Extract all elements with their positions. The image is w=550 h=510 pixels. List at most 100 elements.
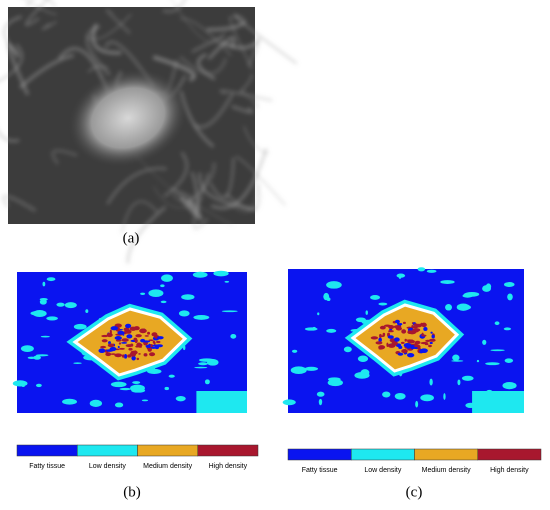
fatty-spot <box>117 330 125 335</box>
low-density-region <box>328 377 341 382</box>
low-density-region <box>42 281 46 287</box>
high-density-spot <box>370 336 379 340</box>
low-density-region <box>30 311 42 316</box>
low-density-region <box>192 271 208 278</box>
legend-swatch <box>137 444 198 457</box>
high-density-spot <box>412 328 420 333</box>
fatty-spot <box>126 334 133 339</box>
high-density-spot <box>101 334 109 338</box>
low-density-region <box>56 302 65 307</box>
lesion-contour <box>350 303 460 373</box>
tissue-fiber <box>51 148 78 165</box>
high-density-spot <box>428 344 432 348</box>
low-density-region <box>39 299 47 305</box>
lesion-region <box>353 305 457 371</box>
high-density-spot <box>144 335 149 337</box>
tissue-fiber <box>247 41 261 67</box>
low-density-region <box>317 312 320 316</box>
low-density-region <box>119 387 132 391</box>
tissue-fiber <box>0 131 20 143</box>
high-density-spot <box>382 332 386 337</box>
fatty-spot <box>98 348 106 354</box>
low-density-region <box>316 391 325 397</box>
tissue-fiber <box>6 42 30 96</box>
legend-label: High density <box>490 467 529 474</box>
fatty-spot <box>394 337 400 342</box>
fatty-spot <box>123 353 128 359</box>
low-density-region <box>365 310 368 315</box>
legend-label: Fatty tissue <box>302 467 338 474</box>
high-density-spot <box>147 347 152 352</box>
low-density-region <box>89 399 103 407</box>
tissue-fiber <box>19 53 75 89</box>
high-density-spot <box>404 338 407 342</box>
high-density-spot <box>136 357 140 361</box>
tissue-fiber <box>243 125 269 155</box>
low-density-region <box>440 280 455 285</box>
low-density-region <box>160 284 165 288</box>
tissue-fiber <box>163 151 189 198</box>
fatty-spot <box>155 344 163 348</box>
fatty-spot <box>110 326 119 331</box>
high-density-spot <box>121 354 125 358</box>
high-density-spot <box>429 338 436 342</box>
low-density-region <box>207 359 219 366</box>
low-density-region <box>482 339 487 345</box>
tissue-fiber <box>198 172 256 211</box>
fatty-spot <box>114 336 122 340</box>
tissue-fiber <box>126 205 167 264</box>
high-density-spot <box>420 341 429 345</box>
tissue-fiber <box>41 21 58 30</box>
low-density-region <box>354 372 370 379</box>
legend-swatch <box>477 448 542 461</box>
high-density-spot <box>121 338 129 342</box>
low-density-region <box>213 270 229 277</box>
low-density-region <box>494 321 500 326</box>
fatty-spot <box>394 319 400 324</box>
tissue-fiber <box>91 23 122 55</box>
high-density-spot <box>114 353 123 358</box>
high-density-spot <box>136 342 142 348</box>
tissue-fiber <box>25 0 57 8</box>
low-density-region <box>291 349 298 353</box>
high-density-spot <box>101 339 108 343</box>
legend-label: Low density <box>364 467 401 474</box>
low-density-region <box>382 391 391 398</box>
fatty-spot <box>398 345 403 349</box>
high-density-spot <box>139 328 147 334</box>
panel-label: (b) <box>123 484 141 500</box>
high-density-spot <box>128 347 133 351</box>
low-density-region <box>140 292 146 295</box>
low-density-region <box>318 398 323 406</box>
low-density-region <box>204 379 210 385</box>
low-density-region <box>485 362 500 366</box>
high-density-spot <box>401 349 408 354</box>
fatty-spot <box>431 334 435 339</box>
low-density-region <box>282 399 296 406</box>
fatty-spot <box>406 345 411 349</box>
tissue-fiber <box>24 0 58 16</box>
low-density-region <box>194 366 208 369</box>
low-density-region <box>451 360 464 362</box>
high-density-spot <box>378 347 383 350</box>
low-density-region <box>426 269 437 273</box>
legend-label: Medium density <box>422 467 472 474</box>
low-density-region <box>27 356 36 359</box>
high-density-spot <box>406 339 414 341</box>
low-density-region <box>175 396 186 402</box>
low-density-region <box>132 381 141 384</box>
high-density-spot <box>110 353 116 355</box>
low-density-region <box>415 400 419 408</box>
low-density-region <box>85 309 89 314</box>
low-density-region <box>168 374 175 378</box>
low-density-region <box>507 293 513 301</box>
legend-swatch <box>16 444 78 457</box>
legend-swatch <box>77 444 138 457</box>
tissue-fiber <box>106 167 167 205</box>
low-density-region <box>221 310 238 313</box>
tissue-fiber <box>240 88 260 109</box>
low-density-region <box>312 326 316 329</box>
low-density-region <box>35 354 49 357</box>
